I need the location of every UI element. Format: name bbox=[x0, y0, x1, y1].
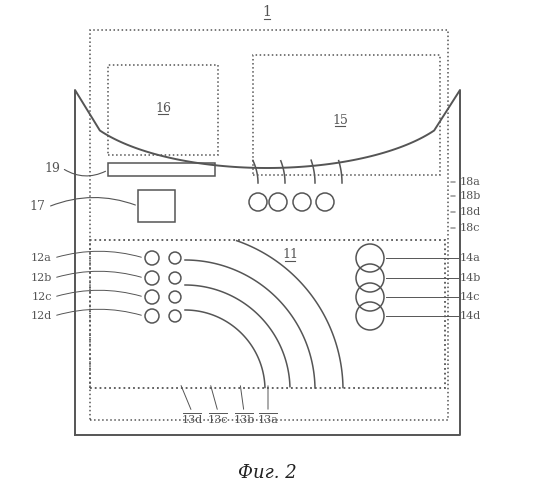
Text: 16: 16 bbox=[155, 102, 171, 114]
Text: 13a: 13a bbox=[257, 415, 278, 425]
Text: 18c: 18c bbox=[460, 223, 481, 233]
Text: 14a: 14a bbox=[460, 253, 481, 263]
Text: 11: 11 bbox=[282, 248, 298, 262]
Bar bbox=[90, 240, 445, 388]
Bar bbox=[108, 65, 218, 155]
Text: Фиг. 2: Фиг. 2 bbox=[238, 464, 296, 482]
Text: 14d: 14d bbox=[460, 311, 481, 321]
Text: 19: 19 bbox=[44, 162, 60, 174]
Text: 17: 17 bbox=[29, 200, 45, 213]
Text: 12b: 12b bbox=[30, 273, 52, 283]
Text: 14b: 14b bbox=[460, 273, 481, 283]
Bar bbox=[90, 30, 448, 420]
Text: 18b: 18b bbox=[460, 191, 481, 201]
Text: 13c: 13c bbox=[208, 415, 228, 425]
Bar bbox=[253, 55, 440, 175]
Text: 18a: 18a bbox=[460, 177, 481, 187]
Text: 12a: 12a bbox=[31, 253, 52, 263]
Text: 18d: 18d bbox=[460, 207, 481, 217]
Text: 1: 1 bbox=[263, 5, 271, 19]
Text: 12c: 12c bbox=[32, 292, 52, 302]
Text: 12d: 12d bbox=[31, 311, 52, 321]
Bar bbox=[108, 163, 215, 176]
Text: 14c: 14c bbox=[460, 292, 481, 302]
Text: 13b: 13b bbox=[233, 415, 255, 425]
Bar bbox=[138, 190, 175, 222]
Text: 15: 15 bbox=[332, 114, 348, 126]
Text: 13d: 13d bbox=[182, 415, 202, 425]
